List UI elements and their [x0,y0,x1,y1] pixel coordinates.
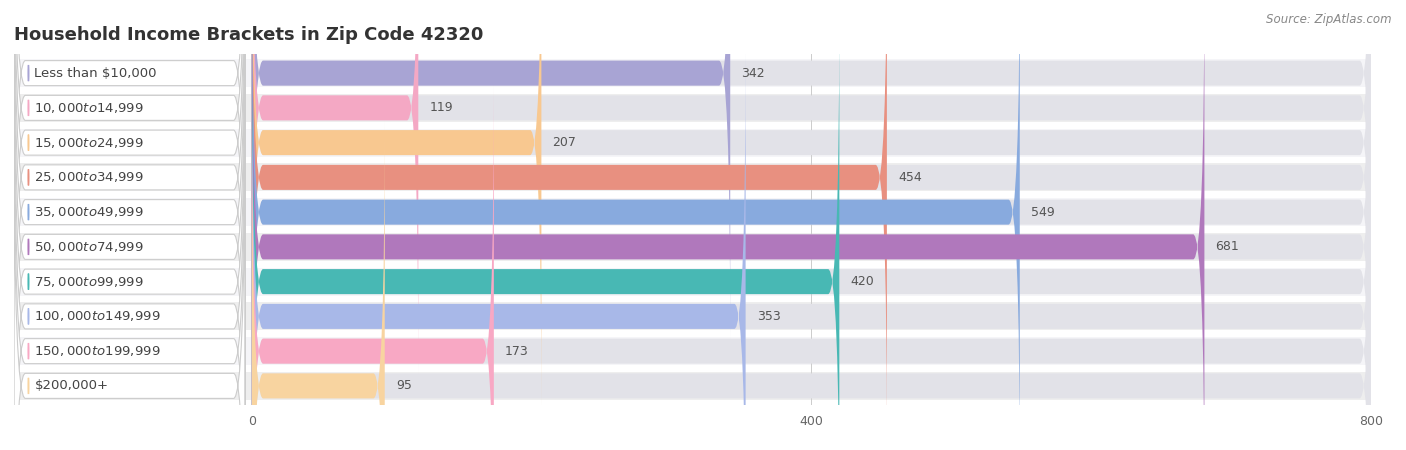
Bar [14,233,1371,261]
Bar [14,372,1371,400]
FancyBboxPatch shape [252,51,745,450]
Bar [14,129,1371,157]
FancyBboxPatch shape [252,0,730,338]
FancyBboxPatch shape [14,0,245,450]
Text: 549: 549 [1031,206,1054,219]
FancyBboxPatch shape [14,0,245,338]
FancyBboxPatch shape [252,0,1371,374]
FancyBboxPatch shape [14,16,245,450]
Text: $15,000 to $24,999: $15,000 to $24,999 [34,135,143,149]
Bar [14,59,1371,87]
Text: $150,000 to $199,999: $150,000 to $199,999 [34,344,160,358]
Text: 353: 353 [756,310,780,323]
FancyBboxPatch shape [14,0,245,450]
FancyBboxPatch shape [14,121,245,450]
Bar [14,198,1371,226]
Text: $50,000 to $74,999: $50,000 to $74,999 [34,240,143,254]
Text: 681: 681 [1216,240,1239,253]
Text: $200,000+: $200,000+ [34,379,108,392]
FancyBboxPatch shape [252,121,1371,450]
Text: 454: 454 [898,171,922,184]
Text: $25,000 to $34,999: $25,000 to $34,999 [34,171,143,184]
Text: 119: 119 [429,101,453,114]
FancyBboxPatch shape [252,0,1205,450]
FancyBboxPatch shape [252,0,1371,450]
Bar [14,337,1371,365]
FancyBboxPatch shape [252,0,1371,408]
Text: $35,000 to $49,999: $35,000 to $49,999 [34,205,143,219]
Text: 207: 207 [553,136,576,149]
FancyBboxPatch shape [252,0,1371,338]
Bar [14,302,1371,330]
Text: Less than $10,000: Less than $10,000 [34,67,157,80]
FancyBboxPatch shape [14,0,245,443]
Text: Source: ZipAtlas.com: Source: ZipAtlas.com [1267,14,1392,27]
FancyBboxPatch shape [14,0,245,374]
Text: 95: 95 [396,379,412,392]
Bar [14,94,1371,122]
FancyBboxPatch shape [14,0,245,408]
FancyBboxPatch shape [252,0,887,443]
FancyBboxPatch shape [252,0,1371,450]
FancyBboxPatch shape [14,51,245,450]
Text: Household Income Brackets in Zip Code 42320: Household Income Brackets in Zip Code 42… [14,26,484,44]
FancyBboxPatch shape [252,0,1019,450]
FancyBboxPatch shape [252,86,1371,450]
FancyBboxPatch shape [252,16,839,450]
Text: $10,000 to $14,999: $10,000 to $14,999 [34,101,143,115]
Text: $75,000 to $99,999: $75,000 to $99,999 [34,274,143,288]
Bar [14,163,1371,191]
FancyBboxPatch shape [252,86,494,450]
FancyBboxPatch shape [252,0,419,374]
FancyBboxPatch shape [252,121,385,450]
Text: $100,000 to $149,999: $100,000 to $149,999 [34,310,160,324]
Text: 420: 420 [851,275,875,288]
Text: 173: 173 [505,345,529,358]
FancyBboxPatch shape [14,86,245,450]
FancyBboxPatch shape [252,51,1371,450]
Text: 342: 342 [741,67,765,80]
FancyBboxPatch shape [252,0,541,408]
Bar [14,268,1371,296]
FancyBboxPatch shape [252,16,1371,450]
FancyBboxPatch shape [252,0,1371,443]
